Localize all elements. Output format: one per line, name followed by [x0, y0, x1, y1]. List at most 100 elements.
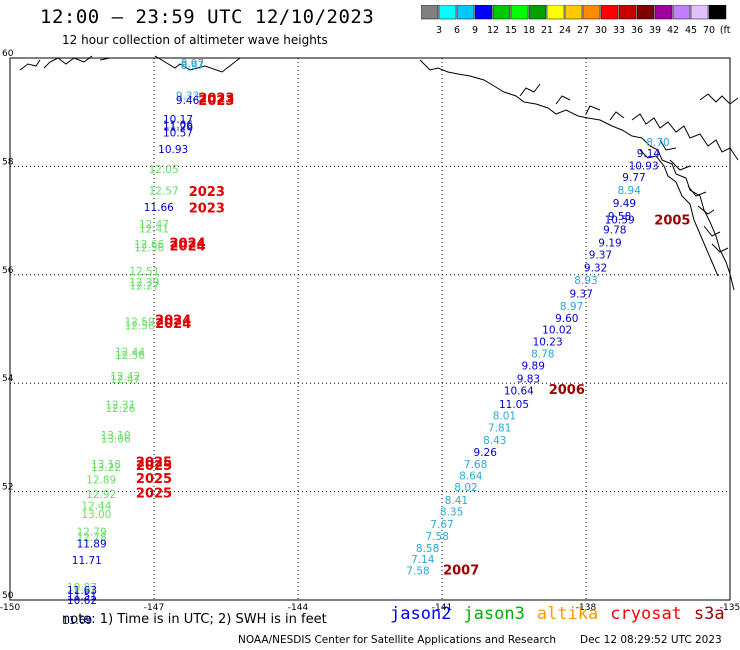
- colorbar-label: 15: [505, 25, 517, 36]
- colorbar-swatch: [510, 5, 529, 20]
- colorbar-swatch: [654, 5, 673, 20]
- legend-item-jason3: jason3: [463, 604, 525, 624]
- wave-height-value: 9.78: [603, 225, 626, 237]
- wave-height-value: 9.33: [176, 91, 199, 103]
- colorbar-label: 12: [487, 25, 499, 36]
- lat-lon-grid: [9, 57, 731, 601]
- wave-height-value: 13.06: [101, 433, 131, 445]
- colorbar-swatch: [456, 5, 475, 20]
- wave-height-value: 10.62: [67, 595, 97, 607]
- y-tick-label: 56: [2, 266, 14, 276]
- axis-tick-labels: -150 -147 -144 -141 -138 -135 50 52 54 56 58 60: [0, 49, 740, 613]
- colorbar-swatch: [564, 5, 583, 20]
- colorbar-swatch: [582, 5, 601, 20]
- legend-item-jason2: jason2: [390, 604, 452, 624]
- colorbar-label: 21: [541, 25, 553, 36]
- pass-time-label: 2006: [549, 383, 585, 398]
- wave-height-value: 9.14: [637, 148, 661, 160]
- colorbar-label: 45: [685, 25, 697, 36]
- wave-height-value: 7.58: [426, 531, 449, 543]
- wave-height-value: 10.59: [605, 214, 635, 226]
- colorbar-swatch: [492, 5, 511, 20]
- wave-height-value: 11.06: [163, 119, 193, 131]
- wave-height-value: 12.47: [110, 374, 140, 386]
- wave-height-value: 12.31: [105, 400, 135, 412]
- wave-height-value: 8.41: [445, 495, 468, 507]
- wave-height-value: 7.68: [464, 459, 487, 471]
- wave-height-value: 12.92: [86, 489, 116, 501]
- pass-time-labels: 2023202320232023202420242024202420252025…: [136, 91, 691, 578]
- pass-time-label: 2025: [136, 487, 172, 502]
- pass-time-label: 2024: [155, 314, 191, 329]
- wave-height-value: 9.32: [584, 263, 607, 275]
- wave-height-value: 13.18: [91, 459, 121, 471]
- generation-timestamp: Dec 12 08:29:52 UTC 2023: [580, 634, 722, 646]
- colorbar-label: 6: [454, 25, 460, 36]
- wave-height-value: 12.57: [149, 186, 179, 198]
- legend-item-cryosat: cryosat: [610, 604, 682, 624]
- wave-height-value: 10.64: [504, 386, 534, 398]
- wave-height-value: 8.78: [531, 349, 554, 361]
- colorbar-label: 3: [436, 25, 442, 36]
- wave-height-value: 8.70: [646, 137, 669, 149]
- pass-time-label: 2025: [136, 472, 172, 487]
- chart-subtitle: 12 hour collection of altimeter wave hei…: [62, 33, 328, 47]
- y-tick-label: 58: [2, 157, 14, 167]
- colorbar-swatch: [672, 5, 691, 20]
- pass-time-label: 2023: [189, 201, 225, 216]
- wave-height-value: 10.87: [67, 582, 97, 594]
- colorbar-swatch: [421, 5, 439, 20]
- colorbar-swatch: [708, 5, 727, 20]
- y-tick-label: 50: [2, 591, 14, 601]
- wave-height-value: 11.89: [77, 538, 107, 550]
- pass-time-label: 2007: [443, 564, 479, 579]
- credit-text: NOAA/NESDIS Center for Satellite Applica…: [238, 634, 556, 646]
- pass-time-label: 2023: [198, 94, 234, 109]
- wave-height-value: 12.26: [105, 403, 135, 415]
- wave-height-value: 12.79: [77, 527, 107, 539]
- wave-height-value: 12.66: [134, 239, 164, 251]
- wave-height-value: 9.49: [613, 198, 636, 210]
- colorbar-label: 9: [472, 25, 478, 36]
- wave-height-value: 8.94: [618, 185, 642, 197]
- wave-height-value: 12.42: [110, 371, 140, 383]
- colorbar-swatch: [618, 5, 637, 20]
- wave-height-value: 8.97: [181, 58, 204, 70]
- x-tick-label: -150: [0, 603, 20, 613]
- colorbar-swatch: [636, 5, 655, 20]
- wave-height-value: 13.00: [81, 509, 111, 521]
- colorbar-label: 33: [613, 25, 625, 36]
- x-tick-label: -135: [720, 603, 740, 613]
- pass-time-label: 2005: [654, 213, 690, 228]
- wave-height-value: 9.26: [474, 447, 498, 459]
- wave-height-value: 12.56: [134, 242, 164, 254]
- wave-height-value: 13.22: [91, 462, 121, 474]
- wave-height-value: 10.57: [163, 128, 193, 140]
- wave-height-value: 11.69: [62, 615, 92, 627]
- wave-height-value: 9.58: [608, 211, 631, 223]
- chart-title: 12:00 – 23:59 UTC 12/10/2023: [40, 6, 375, 28]
- wave-height-value: 9.46: [176, 95, 200, 107]
- wave-height-value: 11.66: [144, 202, 174, 214]
- wave-height-value: 11.05: [499, 399, 529, 411]
- pass-time-label: 2024: [155, 317, 191, 332]
- wave-height-value: 12.05: [149, 164, 179, 176]
- x-tick-label: -141: [432, 603, 452, 613]
- wave-height-value: 10.17: [163, 114, 193, 126]
- colorbar-label: 70: [703, 25, 715, 36]
- wave-height-value: 12.47: [139, 219, 169, 231]
- legend-item-altika: altika: [536, 604, 599, 624]
- wave-height-value: 12.56: [115, 350, 145, 362]
- wave-height-value: 12.44: [115, 347, 145, 359]
- colorbar-label: 24: [559, 25, 571, 36]
- pass-time-label: 2025: [136, 456, 172, 471]
- colorbar-label: 18: [523, 25, 535, 36]
- pass-time-label: 2023: [189, 185, 225, 200]
- wave-height-value: 13.10: [101, 430, 131, 442]
- colorbar-label: 42: [667, 25, 679, 36]
- wave-height-value: 12.27: [129, 280, 159, 292]
- colorbar-label: 27: [577, 25, 589, 36]
- wave-height-value: 8.01: [493, 411, 516, 423]
- wave-height-value: 12.41: [139, 224, 169, 236]
